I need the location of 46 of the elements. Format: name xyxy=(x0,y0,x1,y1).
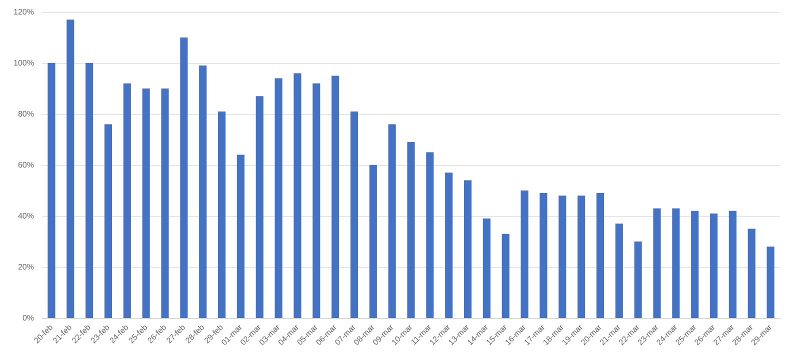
y-tick-label: 0% xyxy=(22,314,34,322)
bar xyxy=(634,242,642,318)
bar xyxy=(104,124,112,318)
bar xyxy=(142,88,150,318)
bar xyxy=(464,180,472,318)
bar xyxy=(66,20,74,318)
bar xyxy=(199,66,207,318)
bar xyxy=(672,208,680,318)
bar xyxy=(728,210,736,318)
bar xyxy=(86,63,94,318)
bar xyxy=(426,152,434,318)
bar xyxy=(445,172,453,318)
bar xyxy=(236,154,244,318)
bar xyxy=(558,196,566,318)
bar xyxy=(218,111,226,318)
bar xyxy=(691,210,699,318)
bar xyxy=(766,246,774,318)
y-tick-label: 40% xyxy=(18,212,34,220)
y-tick-label: 60% xyxy=(18,160,34,170)
y-tick-label: 80% xyxy=(18,110,34,118)
y-tick-label: 100% xyxy=(14,58,34,68)
bar xyxy=(294,73,302,318)
y-tick-label: 20% xyxy=(18,262,34,272)
bar xyxy=(332,76,340,318)
bar xyxy=(312,83,320,318)
bar xyxy=(482,218,490,318)
bar xyxy=(161,88,169,318)
bar xyxy=(256,96,264,318)
bar xyxy=(274,78,282,318)
bar xyxy=(123,83,131,318)
bar xyxy=(388,124,396,318)
bar xyxy=(407,142,415,318)
y-tick-label: 120% xyxy=(14,8,34,16)
bar xyxy=(48,63,56,318)
bar xyxy=(369,165,377,318)
bar xyxy=(540,193,548,318)
bar xyxy=(502,234,510,318)
bar xyxy=(710,213,718,318)
bar xyxy=(180,38,188,318)
bar xyxy=(350,111,358,318)
bar xyxy=(578,196,586,318)
bar xyxy=(653,208,661,318)
bar xyxy=(748,228,756,318)
bar xyxy=(615,224,623,318)
bar xyxy=(596,193,604,318)
bar xyxy=(520,190,528,318)
